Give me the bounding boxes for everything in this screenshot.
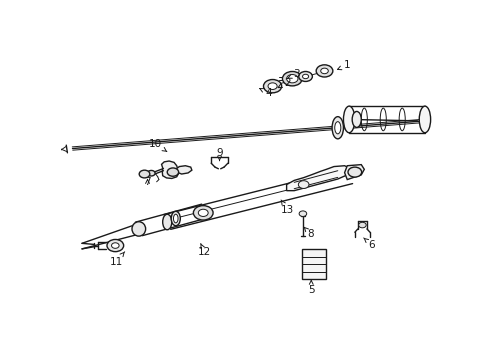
Ellipse shape (351, 112, 361, 127)
Circle shape (107, 239, 123, 252)
Ellipse shape (173, 214, 178, 223)
Circle shape (111, 243, 119, 248)
Circle shape (316, 65, 332, 77)
Circle shape (198, 209, 208, 216)
Polygon shape (286, 166, 351, 191)
Circle shape (347, 167, 361, 177)
Circle shape (193, 206, 213, 220)
Circle shape (302, 74, 308, 79)
Text: 13: 13 (281, 200, 294, 215)
Circle shape (299, 211, 306, 216)
Circle shape (298, 72, 312, 81)
Text: 1: 1 (337, 60, 350, 70)
Circle shape (147, 170, 155, 176)
Polygon shape (344, 165, 364, 180)
Text: 11: 11 (109, 252, 124, 267)
Bar (301, 249, 326, 279)
Ellipse shape (334, 122, 340, 134)
Text: 5: 5 (307, 280, 314, 296)
Circle shape (139, 170, 149, 178)
Text: 7: 7 (144, 177, 150, 187)
Ellipse shape (418, 106, 430, 133)
Ellipse shape (132, 222, 145, 236)
Polygon shape (176, 166, 191, 174)
Circle shape (267, 83, 277, 90)
Text: 4: 4 (259, 88, 271, 98)
Circle shape (286, 75, 297, 83)
Circle shape (263, 80, 281, 93)
Circle shape (358, 222, 366, 228)
Ellipse shape (163, 214, 171, 230)
Text: 8: 8 (304, 227, 313, 239)
Circle shape (282, 72, 302, 86)
Circle shape (320, 68, 327, 74)
Circle shape (298, 181, 308, 188)
Polygon shape (161, 161, 178, 179)
Text: 12: 12 (197, 244, 210, 257)
Circle shape (167, 168, 178, 176)
Ellipse shape (331, 117, 343, 139)
Ellipse shape (343, 106, 354, 133)
Text: 9: 9 (216, 148, 223, 161)
Text: 2: 2 (278, 77, 290, 87)
Text: 6: 6 (363, 238, 374, 250)
Text: 3: 3 (287, 69, 299, 79)
Text: 10: 10 (148, 139, 166, 152)
Ellipse shape (171, 211, 180, 226)
